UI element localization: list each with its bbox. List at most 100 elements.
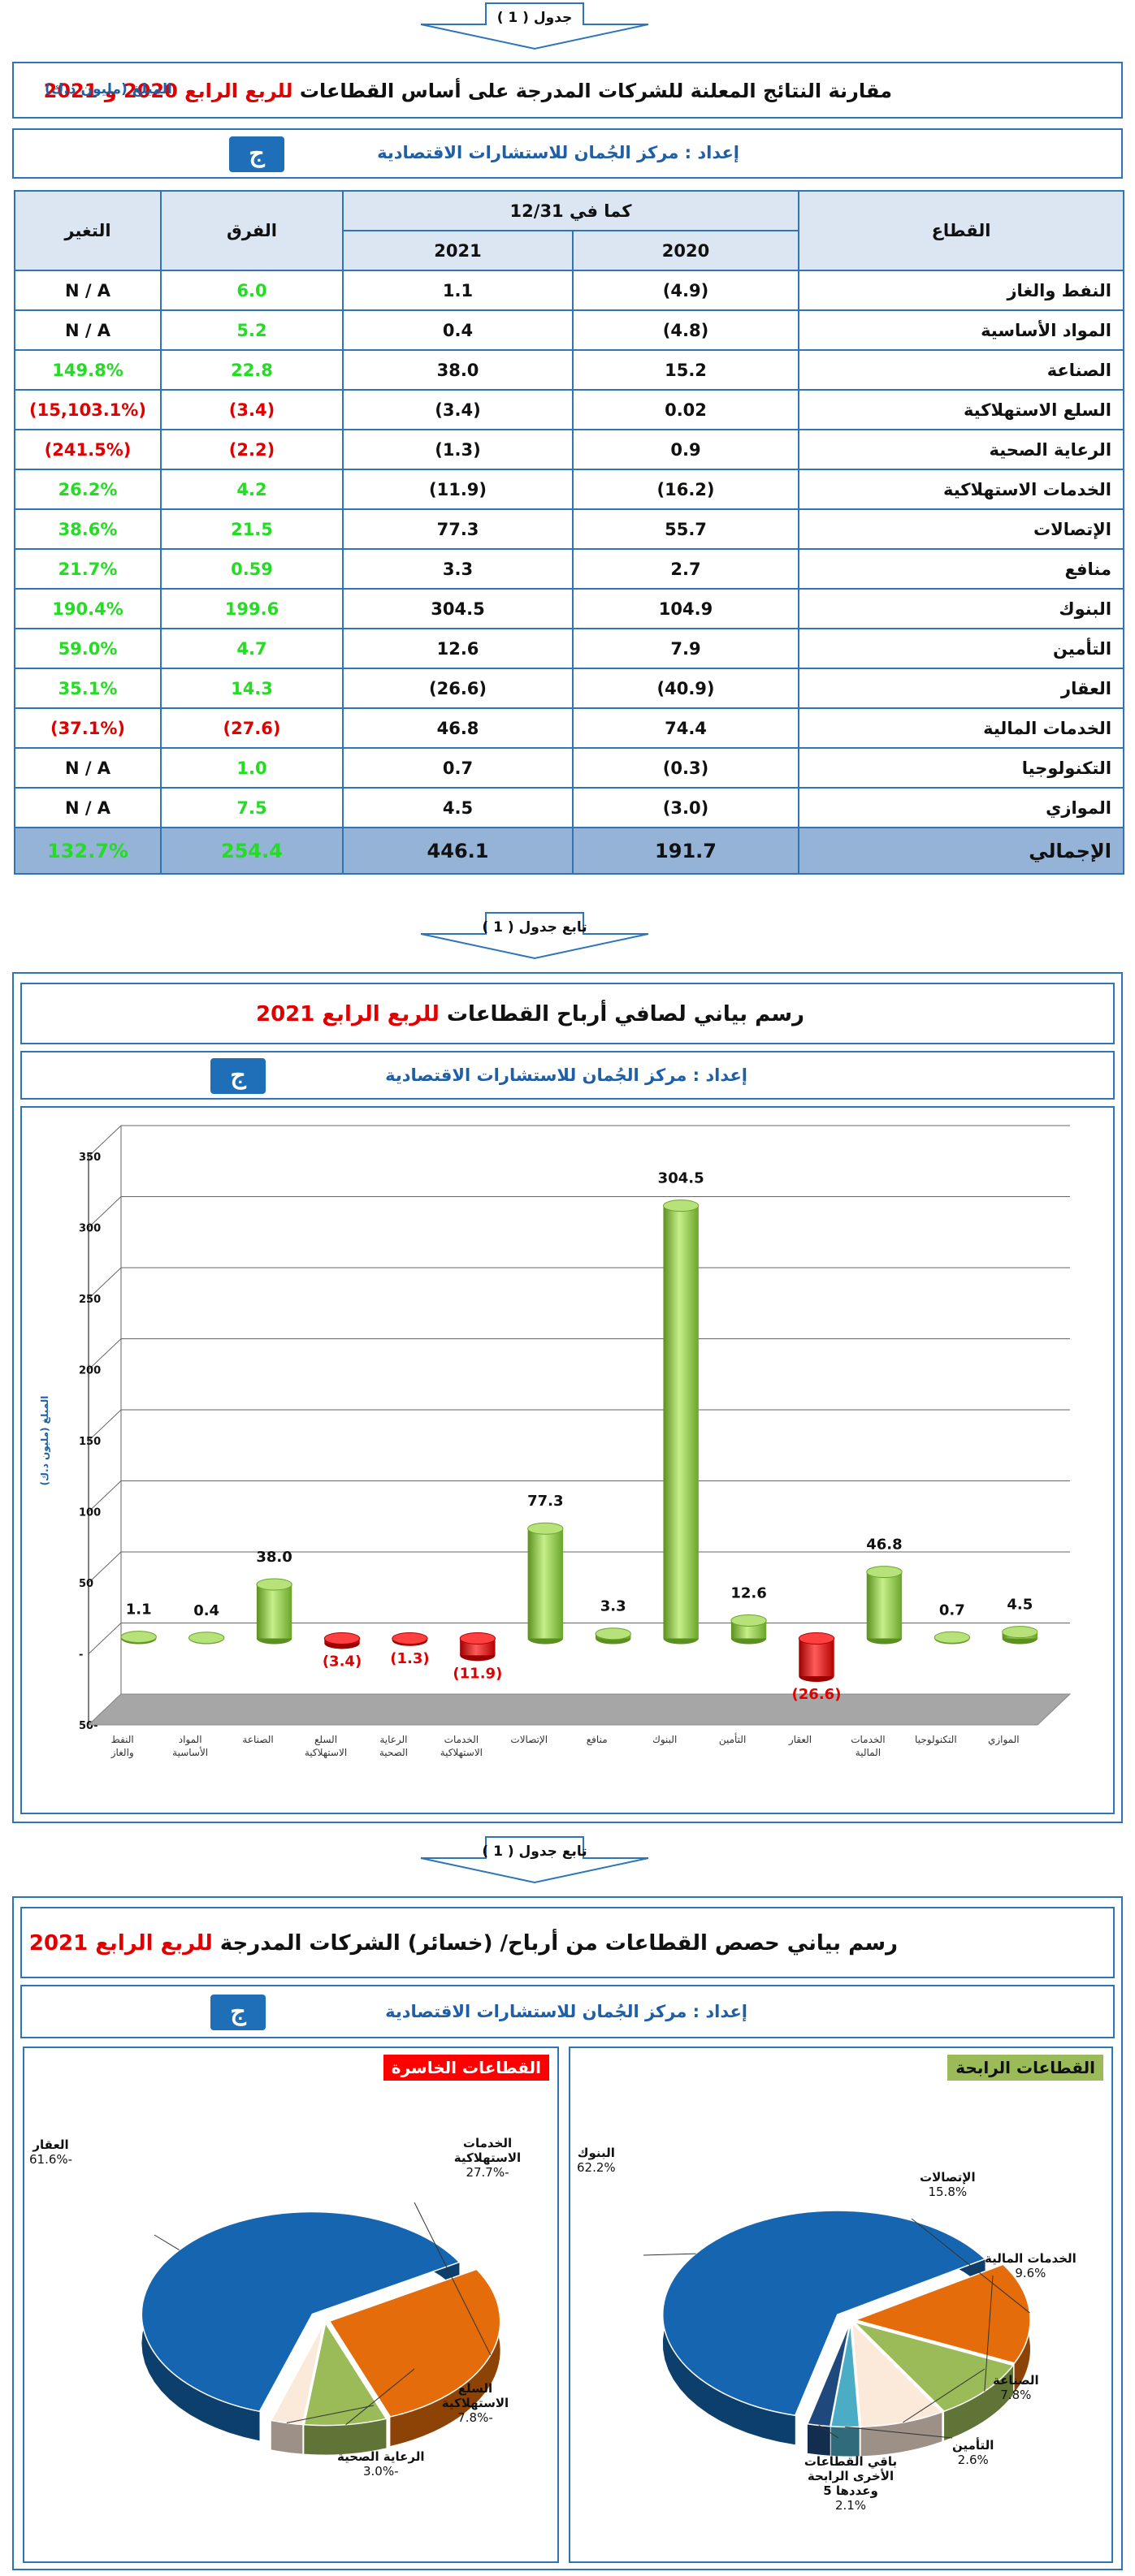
x-tick-label: الخدمات الاستهلاكية [440,1734,483,1758]
slice-value: 2.6% [957,2453,989,2467]
y-axis-label: المبلغ (مليون د.ك) [39,1396,51,1486]
bar-value-label: 12.6 [730,1584,766,1601]
sector-cell: الخدمات المالية [798,707,1125,749]
value-2020-cell: 15.2 [572,349,800,391]
prepared-by: إعداد : مركز الجُمان للاستشارات الاقتصاد… [385,1065,747,1085]
leader-line [643,2253,696,2256]
x-tick-label: منافع [587,1734,608,1745]
leader-line [984,2275,994,2392]
arrow-label: تابع جدول ( 1 ) [482,919,587,936]
change-cell: N / A [14,747,162,789]
pie-slice-label: التأمين 2.6% [952,2438,994,2467]
slice-name: الرعاية الصحية [337,2449,425,2464]
table-row: النفط والغاز (4.9) 1.1 6.0 N / A [14,270,1125,311]
table-row: الخدمات المالية 74.4 46.8 (27.6) (37.1%) [14,707,1125,749]
x-tick-label: المواد الأساسية [172,1734,208,1758]
change-cell: 149.8% [14,349,162,391]
leader-line [903,2368,986,2423]
bar: 38.0 [256,1549,292,1645]
change-cell: 38.6% [14,508,162,550]
total-label: الإجمالي [798,827,1125,875]
table-row: العقار (40.9) (26.6) 14.3 35.1% [14,668,1125,709]
x-tick-label: التأمين [719,1732,746,1746]
pie-slice-label: باقي القطاعات الأخرى الرابحة وعددها 5 2.1… [786,2454,916,2513]
slice-name: الخدمات المالية [985,2251,1077,2266]
total-diff: 254.4 [160,827,344,875]
bar: (3.4) [323,1632,362,1670]
diff-cell: (27.6) [160,707,344,749]
change-cell: 190.4% [14,588,162,629]
pie-slice-label: الرعاية الصحية -3.0% [337,2449,425,2479]
value-2021-cell: 0.4 [341,309,574,351]
bar: (11.9) [453,1632,502,1682]
arrow-label: جدول ( 1 ) [496,10,573,26]
y-tick-label: 100 [79,1507,101,1519]
bar-value-label: (1.3) [390,1650,429,1667]
value-2020-cell: 55.7 [572,508,800,550]
table-row: التأمين 7.9 12.6 4.7 59.0% [14,628,1125,669]
sector-cell: الخدمات الاستهلاكية [798,469,1125,510]
pie-slice-side [304,2418,387,2455]
x-tick-label: الخدمات المالية [851,1734,885,1758]
logo-icon: ج [229,136,284,172]
value-2021-cell: 12.6 [341,628,574,669]
results-table: القطاع كما في 12/31 الفرق التغير 2020 20… [14,190,1125,875]
header-sector: القطاع [798,190,1125,271]
change-cell: (15,103.1%) [14,389,162,430]
winners-panel: القطاعات الرابحة البنوك 62.2% الإتصالات 15.… [569,2047,1113,2563]
leader-line [845,2427,953,2439]
x-tick-label: الموازي [988,1734,1020,1746]
y-tick-label: 200 [79,1365,101,1377]
leader-line [154,2234,180,2251]
bar: 46.8 [866,1537,903,1645]
bar-prepared-box: إعداد : مركز الجُمان للاستشارات الاقتصاد… [20,1051,1115,1100]
diff-cell: 7.5 [160,787,344,828]
leader-line [414,2202,492,2356]
bar-value-label: (11.9) [453,1665,502,1682]
total-2020: 191.7 [572,827,800,875]
value-2021-cell: 38.0 [341,349,574,391]
sector-cell: منافع [798,548,1125,590]
y-tick-label: 350 [79,1152,101,1164]
bar-value-label: 46.8 [866,1537,902,1554]
bar-value-label: 4.5 [1007,1597,1033,1614]
pie-slice-side [807,2423,830,2456]
bar-value-label: 0.7 [939,1601,965,1619]
slice-name: الخدمات الاستهلاكية [453,2136,522,2165]
total-change: 132.7% [14,827,162,875]
total-row: الإجمالي 191.7 446.1 254.4 132.7% [14,827,1125,875]
change-cell: N / A [14,270,162,311]
bar-value-label: (26.6) [792,1686,842,1703]
x-tick-label: الإتصالات [510,1734,548,1745]
bar: (1.3) [390,1632,430,1667]
value-2021-cell: 46.8 [341,707,574,749]
value-2020-cell: 104.9 [572,588,800,629]
slice-value: -27.7% [466,2165,509,2180]
bar-chart-section [12,972,1123,1823]
leader-line [286,2405,375,2423]
table-row: السلع الاستهلاكية 0.02 (3.4) (3.4) (15,103.1… [14,389,1125,430]
table-row: البنوك 104.9 304.5 199.6 190.4% [14,588,1125,629]
value-2021-cell: 77.3 [341,508,574,550]
losers-pie [141,2202,501,2455]
diff-cell: 14.3 [160,668,344,709]
y-tick-label: 50 [79,1578,93,1590]
table-row: الإتصالات 55.7 77.3 21.5 38.6% [14,508,1125,550]
x-tick-label: الصناعة [242,1734,273,1745]
pie-slice-side [860,2412,942,2457]
bar-plot-frame: 350 300 250 200 150 100 50- -50 المبلغ (مليون د.… [20,1106,1115,1814]
bar: 12.6 [730,1584,767,1645]
slice-name: التأمين [952,2438,994,2453]
bar: 0.4 [188,1602,225,1645]
value-2021-cell: 4.5 [341,787,574,828]
losers-tag: القطاعات الخاسرة [383,2055,549,2081]
bar: 0.7 [934,1601,971,1645]
slice-value: -3.0% [363,2464,399,2479]
slice-value: -61.6% [29,2152,73,2167]
slice-value: 9.6% [1015,2266,1046,2280]
chart-floor [87,1693,1072,1726]
value-2021-cell: (26.6) [341,668,574,709]
value-2020-cell: (4.9) [572,270,800,311]
bar-title-box: رسم بياني لصافي أرباح القطاعات للربع الر… [20,983,1115,1044]
